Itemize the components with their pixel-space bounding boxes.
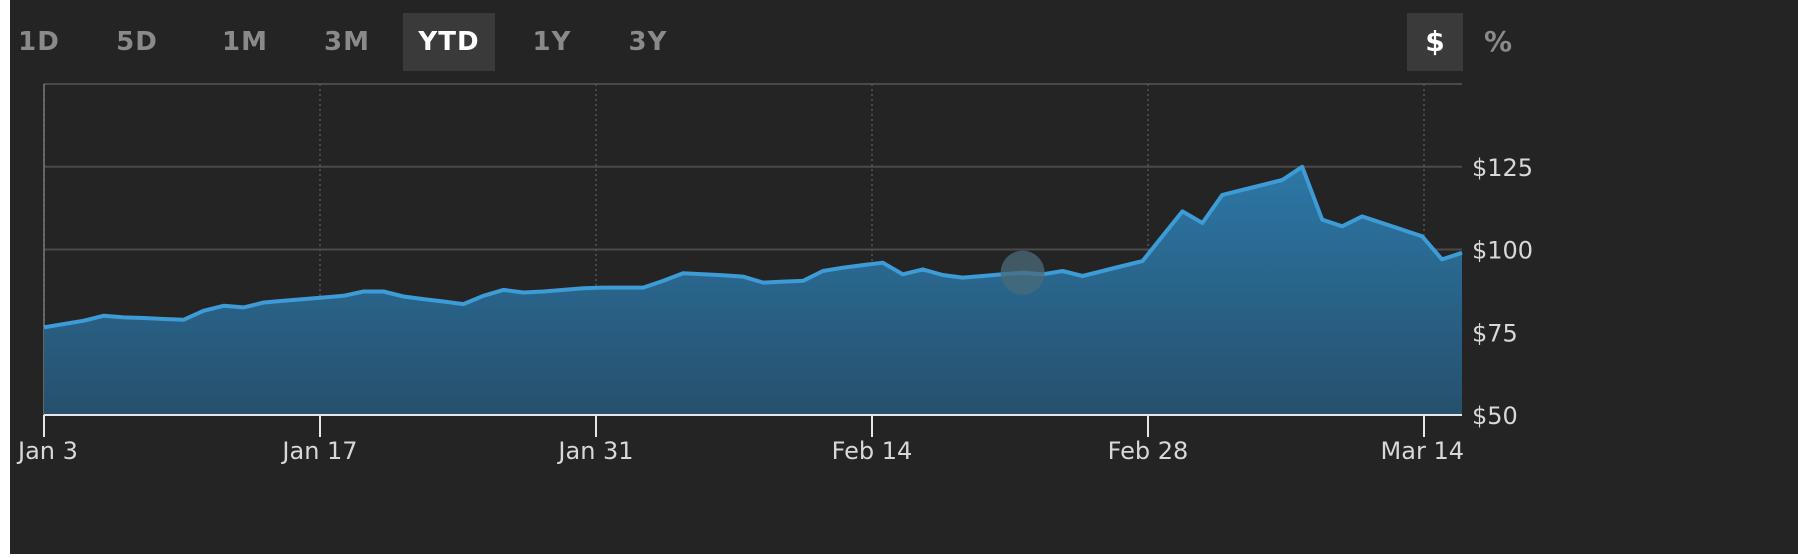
chart-panel: 1D 5D 1M 3M YTD 1Y 3Y $ % $50 $75 $100 $125 Jan 3 J…	[10, 0, 1798, 554]
percent-unit-toggle[interactable]: %	[1483, 25, 1513, 58]
x-tick-label: Mar 14	[1381, 437, 1464, 465]
range-tab-5d[interactable]: 5D	[116, 27, 158, 57]
x-tick-label: Jan 31	[556, 437, 633, 465]
range-tab-3y[interactable]: 3Y	[628, 27, 668, 57]
y-tick-label: $50	[1472, 402, 1518, 430]
range-tab-1y[interactable]: 1Y	[532, 27, 572, 57]
chart-axes: $50 $75 $100 $125 Jan 3 Jan 17 Jan 31 Feb 14 Feb…	[16, 154, 1533, 465]
y-tick-label: $125	[1472, 154, 1533, 182]
price-series-line	[43, 164, 1463, 330]
price-area-chart[interactable]: $50 $75 $100 $125 Jan 3 Jan 17 Jan 31 Feb 14 Feb…	[10, 0, 1798, 554]
range-tab-1m[interactable]: 1M	[222, 27, 268, 57]
x-tick-label: Feb 14	[832, 437, 913, 465]
hover-marker	[1000, 250, 1045, 295]
y-tick-label: $75	[1472, 319, 1518, 347]
range-tab-ytd[interactable]: YTD	[403, 13, 495, 71]
dollar-unit-toggle[interactable]: $	[1407, 13, 1463, 71]
price-area-fill	[44, 166, 1462, 415]
y-tick-label: $100	[1472, 237, 1533, 265]
range-tab-3m[interactable]: 3M	[324, 27, 370, 57]
range-tab-1d[interactable]: 1D	[18, 27, 60, 57]
x-tick-label: Jan 3	[16, 437, 78, 465]
x-tick-label: Jan 17	[280, 437, 357, 465]
x-tick-label: Feb 28	[1108, 437, 1189, 465]
